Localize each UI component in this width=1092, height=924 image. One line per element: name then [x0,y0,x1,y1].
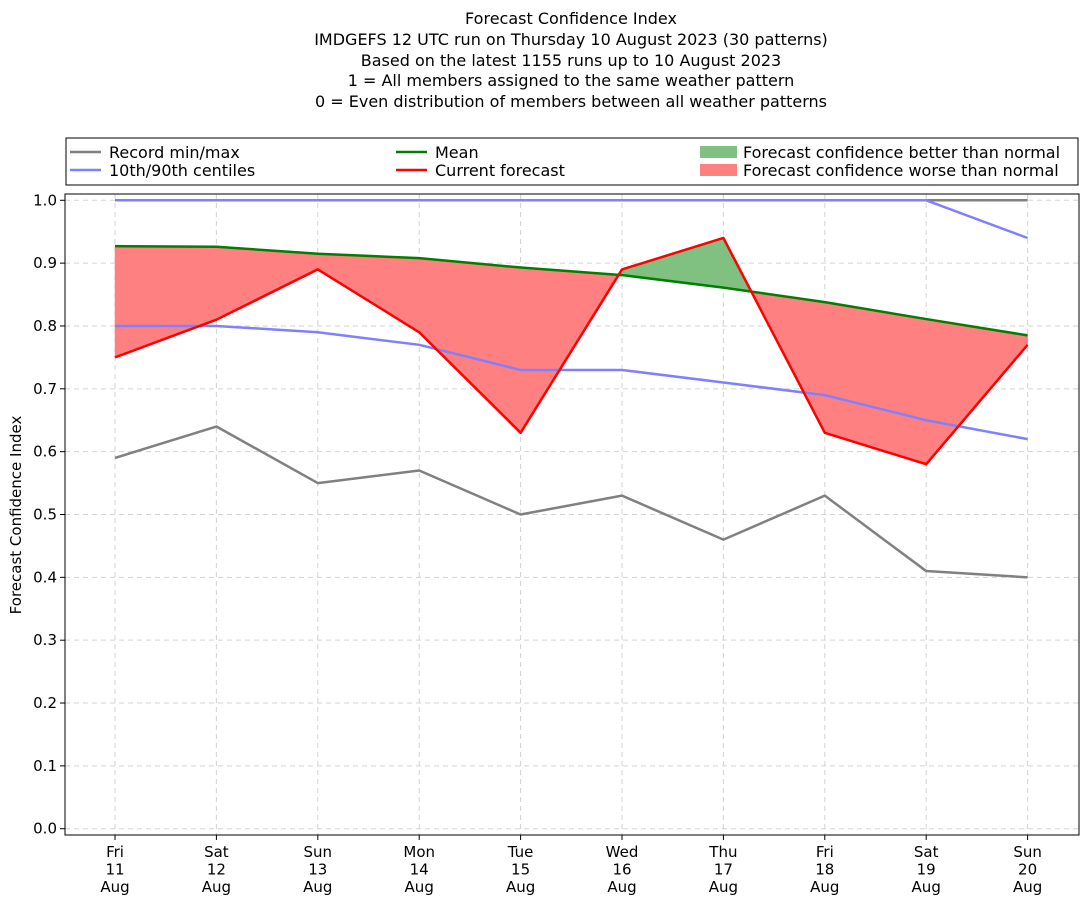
legend-label: Forecast confidence better than normal [743,143,1060,162]
x-tick-label: 12 [207,861,226,879]
series-line-record-min [114,425,1028,579]
x-tick-label: 11 [105,861,124,879]
title-line-2: Based on the latest 1155 runs up to 10 A… [361,51,781,70]
x-tick-label: 16 [612,861,631,879]
x-tick-label: Sat [204,843,229,861]
y-tick-label: 0.3 [33,631,57,649]
x-tick-label: 17 [714,861,733,879]
legend-swatch [700,146,737,158]
legend-label: Record min/max [109,143,240,162]
y-tick-label: 0.9 [33,254,57,272]
worse-than-normal-fill [418,257,521,434]
y-tick-label: 0.6 [33,443,57,461]
title-line-0: Forecast Confidence Index [465,9,677,28]
y-tick-label: 0.5 [33,506,57,524]
series-line-current [114,236,1029,466]
series-line-p10 [115,324,1028,441]
x-tick-label: Aug [100,878,129,896]
confidence-fills [114,237,1028,465]
x-tick-label: Sat [914,843,939,861]
chart-title: Forecast Confidence Index IMDGEFS 12 UTC… [314,9,828,111]
x-tick-label: Aug [202,878,231,896]
x-tick-label: Sun [1013,843,1042,861]
y-axis-label: Forecast Confidence Index [7,416,25,615]
y-tick-label: 0.2 [33,694,57,712]
y-tick-label: 0.1 [33,757,57,775]
legend: Record min/max Mean Forecast confidence be… [65,137,1079,186]
y-tick-label: 0.4 [33,568,57,586]
x-tick-label: Fri [106,843,124,861]
worse-than-normal-fill [925,318,1028,465]
y-tick-label: 0.8 [33,317,57,335]
legend-swatch [700,164,737,176]
legend-frame [65,137,1079,186]
series-lines [114,199,1029,579]
x-tick-label: Wed [606,843,639,861]
x-tick-label: Thu [708,843,737,861]
x-tick-label: 13 [308,861,327,879]
x-tick-label: Aug [709,878,738,896]
x-tick-label: Mon [403,843,435,861]
worse-than-normal-fill [824,301,927,465]
x-tick-label: 18 [815,861,834,879]
worse-than-normal-fill [216,246,319,321]
title-line-3: 1 = All members assigned to the same wea… [348,71,795,90]
x-tick-label: Tue [507,843,534,861]
legend-label: Mean [435,143,479,162]
series-line-p90 [115,199,1029,240]
x-tick-label: Aug [506,878,535,896]
axes: 0.00.10.20.30.40.50.60.70.80.91.0Fri11Au… [33,191,1042,896]
legend-label: Forecast confidence worse than normal [743,161,1059,180]
legend-label: 10th/90th centiles [109,161,255,180]
y-tick-label: 0.7 [33,380,57,398]
title-line-4: 0 = Even distribution of members between… [315,92,827,111]
x-tick-label: 19 [917,861,936,879]
x-tick-label: Aug [912,878,941,896]
legend-label: Current forecast [435,161,565,180]
x-tick-label: Aug [607,878,636,896]
x-tick-label: Fri [816,843,834,861]
x-tick-label: Sun [304,843,333,861]
x-tick-label: 14 [410,861,429,879]
x-tick-label: Aug [405,878,434,896]
title-line-1: IMDGEFS 12 UTC run on Thursday 10 August… [314,30,828,49]
worse-than-normal-fill [317,253,420,333]
series-line-mean [114,244,1028,337]
x-tick-label: Aug [810,878,839,896]
worse-than-normal-fill [114,245,217,358]
y-tick-label: 0.0 [33,820,57,838]
x-tick-label: 20 [1018,861,1037,879]
x-tick-label: Aug [303,878,332,896]
x-tick-label: 15 [511,861,530,879]
y-tick-label: 1.0 [33,191,57,209]
x-tick-label: Aug [1013,878,1042,896]
